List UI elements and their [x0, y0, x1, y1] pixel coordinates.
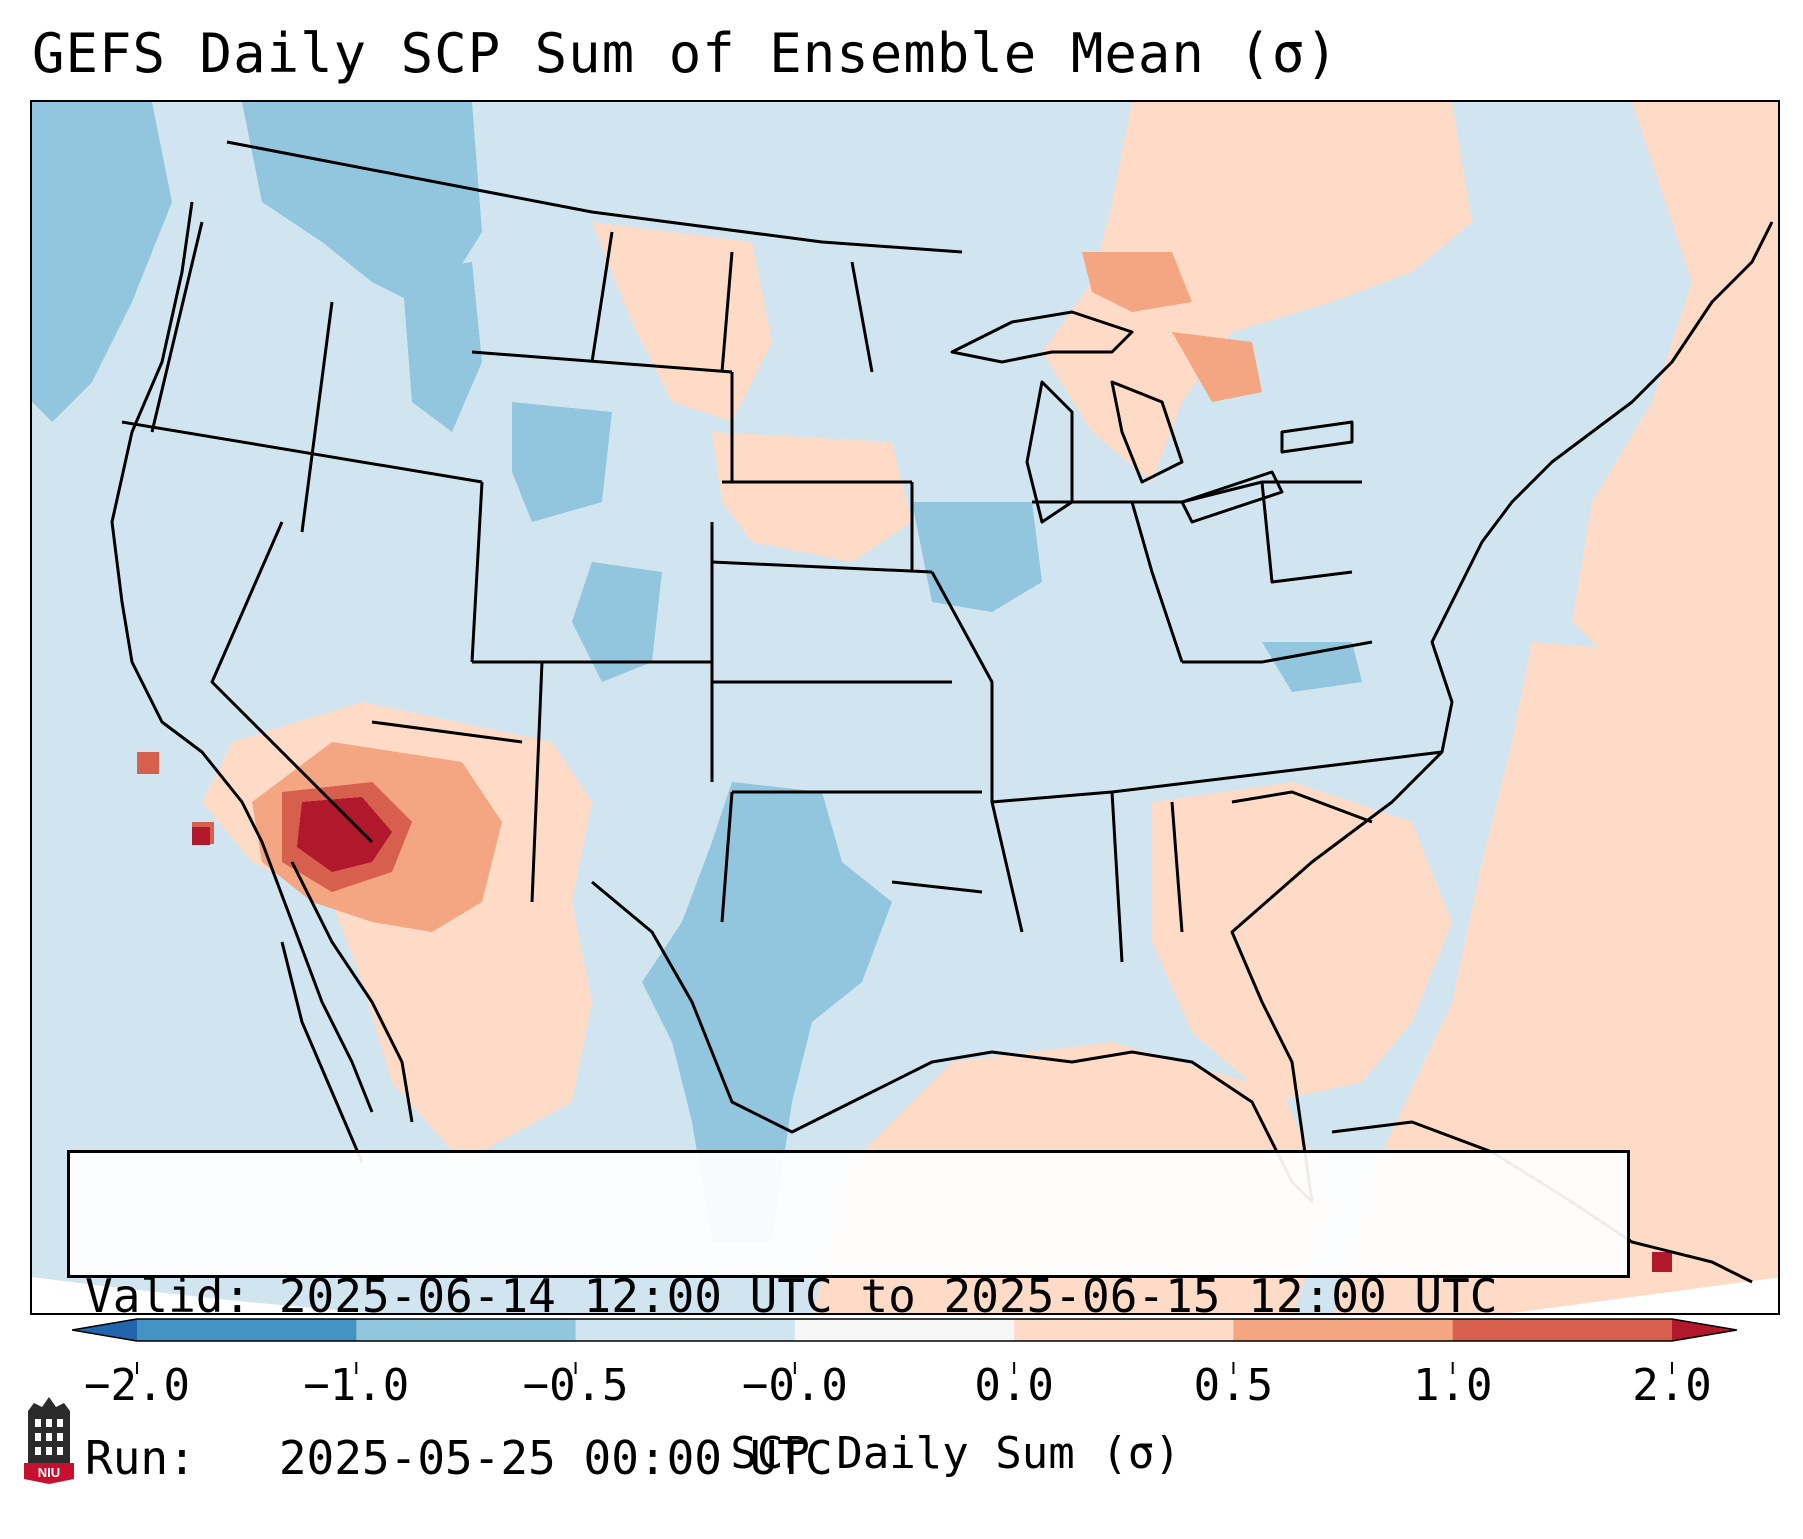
colorbar-segment	[1452, 1319, 1673, 1341]
anomaly-area-southeast	[1152, 782, 1452, 1102]
anomaly-cell-caribbean	[1652, 1252, 1672, 1272]
anomaly-cell-offshore	[192, 827, 210, 845]
anomaly-area-iowa	[912, 502, 1042, 612]
anomaly-cell-socal	[137, 752, 159, 774]
state-lines-east	[1032, 480, 1443, 963]
colorbar-extend-high	[1672, 1319, 1737, 1341]
colorbar-tick-label: 0.0	[974, 1360, 1054, 1411]
colorbar-ticks	[136, 1362, 1673, 1374]
anomaly-area-great-lakes	[1042, 102, 1472, 482]
anomaly-area-wyoming	[512, 402, 612, 522]
atlantic-coastline	[1230, 221, 1774, 1003]
valid-line: Valid: 2025-06-14 12:00 UTC to 2025-06-1…	[85, 1269, 1498, 1323]
anomaly-area-atlantic	[1333, 642, 1778, 1313]
colorbar-extend-low	[72, 1319, 137, 1341]
chart-title: GEFS Daily SCP Sum of Ensemble Mean (σ)	[32, 22, 1339, 85]
logo-text: NIU	[38, 1465, 60, 1480]
colorbar-segments	[72, 1319, 1737, 1341]
anomaly-area-idaho	[402, 262, 482, 432]
anomaly-area-lake-superior	[1082, 252, 1192, 312]
logo-tower-icon	[28, 1397, 70, 1463]
colorbar-tick-label: 2.0	[1632, 1360, 1712, 1411]
baja-coastline	[280, 861, 414, 1163]
lake-huron	[1110, 380, 1184, 484]
colorbar-outline	[72, 1318, 1737, 1342]
niu-logo: NIU	[24, 1397, 74, 1484]
anomaly-area-michigan	[1172, 332, 1262, 402]
anomaly-area-southwest-peak	[297, 797, 392, 872]
colorbar-tick-label: −0.0	[741, 1360, 848, 1411]
logo-windows-icon	[35, 1419, 63, 1455]
run-line: Run: 2025-05-25 00:00 UTC	[85, 1431, 833, 1485]
colorbar-segment	[137, 1319, 357, 1341]
lake-michigan	[1025, 380, 1074, 524]
colorbar-tick-label: −2.0	[84, 1360, 190, 1411]
colorbar-label: SCP Daily Sum (σ)	[730, 1428, 1181, 1479]
anomaly-area-northwest	[242, 102, 482, 312]
state-lines-central	[711, 251, 1113, 933]
colorbar-segment	[794, 1319, 1015, 1341]
map-canvas	[32, 102, 1778, 1313]
northern-border	[226, 140, 963, 254]
anomaly-area-texas	[642, 782, 892, 1242]
colorbar-segment	[1014, 1319, 1234, 1341]
anomaly-area-plains	[712, 432, 912, 562]
anomaly-area-northeast	[1572, 102, 1778, 682]
colorbar-segment	[575, 1319, 796, 1341]
map-panel	[30, 100, 1780, 1315]
colorbar-tick-label: 0.5	[1193, 1360, 1274, 1411]
valid-run-info-box: Valid: 2025-06-14 12:00 UTC to 2025-06-1…	[67, 1150, 1630, 1485]
west-coastline	[110, 201, 374, 1113]
anomaly-area-kentucky	[1262, 642, 1362, 692]
state-lines-west	[121, 221, 734, 903]
logo-badge	[24, 1463, 74, 1484]
lake-erie	[1180, 470, 1284, 524]
anomaly-area-colorado	[572, 562, 662, 682]
lake-superior	[950, 310, 1134, 364]
colorbar-segment	[1233, 1319, 1454, 1341]
lake-ontario	[1280, 420, 1354, 454]
anomaly-area-pacific	[32, 102, 172, 422]
colorbar-segment	[356, 1319, 577, 1341]
anomaly-fields	[32, 102, 1778, 1313]
colorbar	[72, 1318, 1737, 1342]
colorbar-tick-label: −0.5	[522, 1360, 629, 1411]
colorbar-tick-label: 1.0	[1412, 1360, 1493, 1411]
colorbar-tick-label: −1.0	[303, 1360, 410, 1411]
